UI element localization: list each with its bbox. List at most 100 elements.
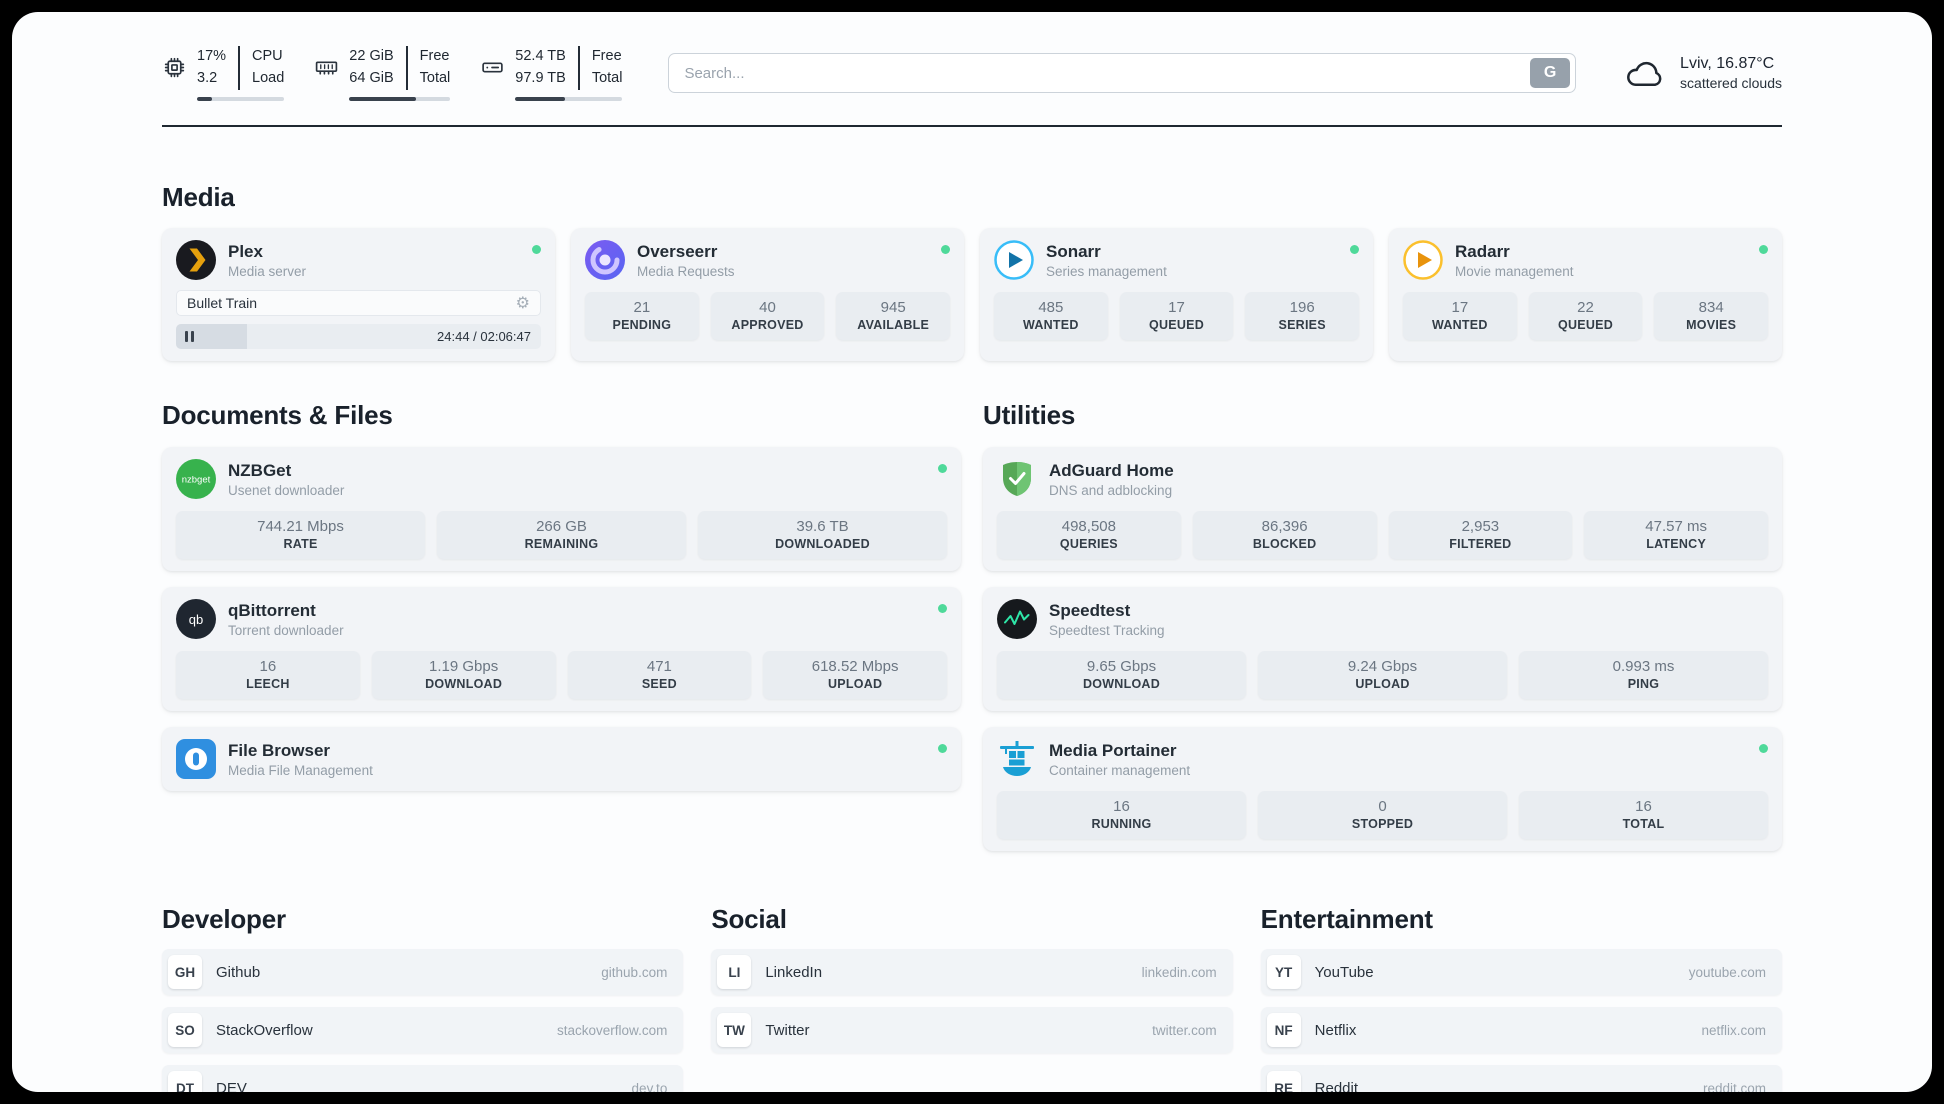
app-titles: AdGuard Home DNS and adblocking [1049,461,1174,498]
stat-value: 39.6 TB [796,518,849,536]
app-titles: Overseerr Media Requests [637,242,735,279]
bookmark-netflix[interactable]: NF Netflix netflix.com [1260,1007,1782,1054]
search-engine-button[interactable]: G [1530,58,1571,89]
stat-value: 17 [1451,299,1469,317]
app-stats: 485 WANTED 17 QUEUED 196 SERIES [994,292,1360,341]
app-name: Overseerr [637,241,718,261]
stat-label: QUERIES [1059,537,1118,552]
stat-value: 618.52 Mbps [811,658,899,676]
bookmark-youtube[interactable]: YT YouTube youtube.com [1260,949,1782,996]
app-card-filebrowser[interactable]: File Browser Media File Management [162,727,961,792]
bookmark-name: LinkedIn [765,963,823,981]
stat-tile: 39.6 TB DOWNLOADED [698,511,947,560]
stat-label: APPROVED [731,318,804,333]
app-description: DNS and adblocking [1049,482,1173,498]
stat-value: 9.65 Gbps [1086,658,1157,676]
app-name: qBittorrent [228,600,316,620]
app-card-adguard-home[interactable]: AdGuard Home DNS and adblocking 498,508 … [983,447,1782,572]
dev-badge: DT [168,1071,202,1092]
search-bar[interactable]: G [668,53,1577,94]
app-titles: Plex Media server [228,242,306,279]
storage-free-label: Free [591,48,622,64]
bookmark-url: youtube.com [1688,964,1766,980]
status-dot [938,604,947,614]
status-dot [1350,245,1359,255]
app-stats: 16 LEECH 1.19 Gbps DOWNLOAD 471 SEED 6 [176,651,947,700]
app-description: Movie management [1455,263,1574,279]
stat-tile: 9.65 Gbps DOWNLOAD [997,651,1246,700]
stat-label: STOPPED [1351,817,1414,832]
dashboard-content: 17% 3.2 CPU Load [162,46,1782,1092]
bookmark-linkedin[interactable]: LI LinkedIn linkedin.com [711,949,1233,996]
stat-value: 17 [1168,299,1185,317]
media-progress-bar[interactable]: 24:44 / 02:06:47 [176,324,541,350]
middle-columns: Documents & Files nzbget NZBGet Usenet d… [162,400,1782,852]
app-stats: 21 PENDING 40 APPROVED 945 AVAILABLE [585,292,951,341]
stat-value: 266 GB [536,518,587,536]
app-name: Sonarr [1046,241,1101,261]
app-card-qbittorrent[interactable]: qb qBittorrent Torrent downloader 16 LEE… [162,587,961,712]
stat-label: PENDING [612,318,672,333]
bookmark-twitter[interactable]: TW Twitter twitter.com [711,1007,1233,1054]
stat-value: 21 [633,299,651,317]
storage-free-value: 52.4 TB [515,48,566,64]
app-description: Media Requests [637,263,735,279]
weather-widget: Lviv, 16.87°C scattered clouds [1622,55,1782,91]
bookmark-github[interactable]: GH Github github.com [162,949,684,996]
now-playing-row: Bullet Train ⚙ [176,290,541,317]
stat-tile: 834 MOVIES [1654,292,1769,341]
utilities-section-title: Utilities [983,400,1076,431]
metric-cpu: 17% 3.2 CPU Load [162,46,285,101]
bookmark-url: reddit.com [1702,1080,1766,1092]
bookmark-name: Netflix [1314,1021,1357,1039]
app-description: Media server [228,263,307,279]
app-description: Media File Management [228,762,373,778]
stat-tile: 0.993 ms PING [1519,651,1768,700]
gear-icon[interactable]: ⚙ [515,293,530,313]
stat-tile: 2,953 FILTERED [1388,511,1573,560]
metric-storage: 52.4 TB 97.9 TB Free Total [480,46,623,101]
app-header: Speedtest Speedtest Tracking [997,599,1768,640]
cpu-load-value: 3.2 [197,69,218,86]
section-utilities: Utilities AdGuard Home [983,400,1782,852]
app-titles: File Browser Media File Management [228,741,373,778]
stat-label: SERIES [1278,318,1326,333]
bookmark-reddit[interactable]: RE Reddit reddit.com [1260,1065,1782,1092]
app-name: Media Portainer [1049,740,1177,760]
cpu-progress-bar [197,96,285,101]
storage-total-value: 97.9 TB [515,69,566,86]
bookmark-stackoverflow[interactable]: SO StackOverflow stackoverflow.com [162,1007,684,1054]
stat-value: 40 [759,299,776,317]
bookmark-name: YouTube [1314,963,1374,981]
bookmark-name: Github [216,963,261,981]
cpu-usage-label: CPU [252,48,283,64]
app-titles: Media Portainer Container management [1049,741,1190,778]
search-input[interactable] [684,64,1531,82]
svg-text:nzbget: nzbget [182,475,211,486]
stat-label: AVAILABLE [857,318,930,333]
app-card-sonarr[interactable]: Sonarr Series management 485 WANTED 17 Q… [980,228,1373,362]
app-card-speedtest[interactable]: Speedtest Speedtest Tracking 9.65 Gbps D… [983,587,1782,712]
app-card-radarr[interactable]: Radarr Movie management 17 WANTED 22 QUE… [1389,228,1782,362]
app-name: File Browser [228,740,331,760]
app-card-nzbget[interactable]: nzbget NZBGet Usenet downloader 744.21 M… [162,447,961,572]
cloud-icon [1622,55,1668,91]
app-card-overseerr[interactable]: Overseerr Media Requests 21 PENDING 40 A… [571,228,964,362]
app-card-portainer[interactable]: Media Portainer Container management 16 … [983,727,1782,852]
adguard-icon [997,459,1037,499]
stat-label: DOWNLOAD [425,677,503,692]
dashboard-sheet: 17% 3.2 CPU Load [12,12,1932,1092]
storage-total-label: Total [591,69,623,86]
status-dot [938,464,947,474]
bookmark-name: DEV [216,1079,247,1092]
documents-section-title: Documents & Files [162,400,393,431]
section-documents: Documents & Files nzbget NZBGet Usenet d… [162,400,961,851]
filebrowser-icon [176,739,216,780]
bookmark-dev[interactable]: DT DEV dev.to [162,1065,684,1092]
app-card-plex[interactable]: Plex Media server Bullet Train ⚙ 24:44 /… [162,228,555,362]
reddit-badge: RE [1266,1071,1301,1092]
pause-icon[interactable] [185,331,194,343]
stat-tile: 21 PENDING [585,292,699,341]
system-metrics: 17% 3.2 CPU Load [162,46,623,101]
status-dot [1759,744,1768,754]
